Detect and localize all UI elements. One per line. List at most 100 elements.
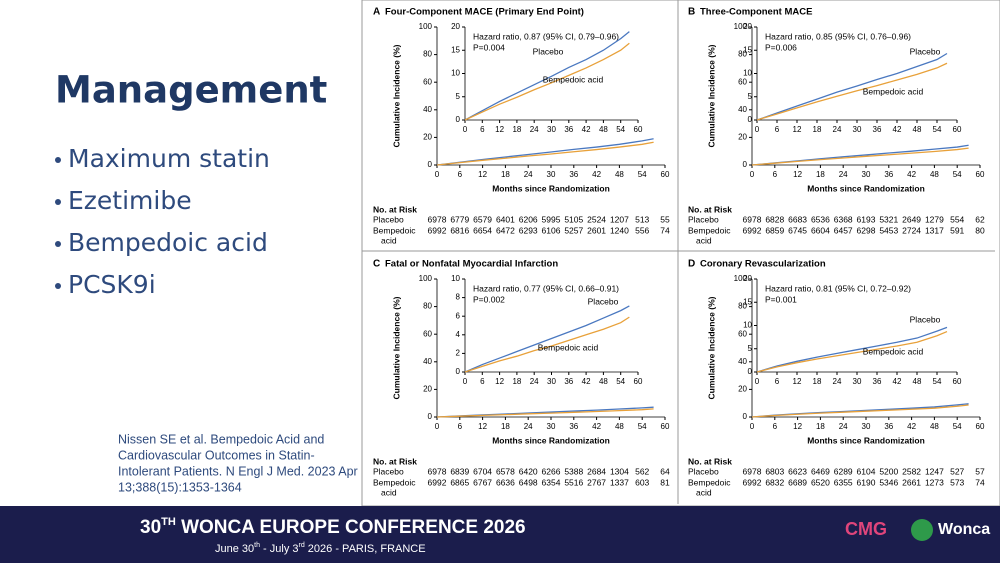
panel-title: Fatal or Nonfatal Myocardial Infarction <box>385 259 558 270</box>
risk-row-label: Bempedoic <box>688 477 731 487</box>
risk-count: 6520 <box>811 477 830 487</box>
inset-y-tick-label: 10 <box>743 321 752 330</box>
curve <box>436 138 654 166</box>
risk-count: 5346 <box>879 477 898 487</box>
x-tick-label: 12 <box>478 422 487 431</box>
inset-x-tick-label: 54 <box>616 377 625 386</box>
risk-count: 6104 <box>857 466 876 476</box>
inset-x-tick-label: 30 <box>853 377 862 386</box>
x-tick-label: 6 <box>773 170 778 179</box>
risk-count: 6992 <box>428 225 447 235</box>
x-tick-label: 30 <box>862 170 871 179</box>
risk-count: 5453 <box>879 225 898 235</box>
inset-curve <box>756 52 948 121</box>
x-tick-label: 18 <box>501 170 510 179</box>
panel-title: Four-Component MACE (Primary End Point) <box>385 7 584 18</box>
x-tick-label: 12 <box>793 170 802 179</box>
y-tick-label: 80 <box>738 50 747 59</box>
inset-y-tick-label: 20 <box>743 22 752 31</box>
risk-count: 6704 <box>473 466 492 476</box>
inset-x-tick-label: 42 <box>893 377 902 386</box>
risk-count: 5105 <box>564 214 583 224</box>
hazard-ratio: Hazard ratio, 0.85 (95% CI, 0.76–0.96) <box>765 31 911 41</box>
y-axis-label: Cumulative Incidence (%) <box>706 44 716 147</box>
x-axis-label: Months since Randomization <box>807 435 925 445</box>
risk-count: 6654 <box>473 225 492 235</box>
risk-header: No. at Risk <box>373 204 417 214</box>
x-tick-label: 42 <box>592 170 601 179</box>
risk-count: 6266 <box>542 466 561 476</box>
inset-x-tick-label: 18 <box>813 125 822 134</box>
inset-y-tick-label: 4 <box>456 330 461 339</box>
date-c: 2026 - PARIS, FRANCE <box>305 543 426 555</box>
risk-count: 513 <box>635 214 649 224</box>
risk-count: 1304 <box>610 466 629 476</box>
logo-wonca: Wonca <box>938 521 990 538</box>
x-tick-label: 42 <box>907 422 916 431</box>
x-tick-label: 0 <box>435 422 440 431</box>
risk-count: 6978 <box>428 466 447 476</box>
risk-count: 6779 <box>450 214 469 224</box>
date-a: June 30 <box>215 543 254 555</box>
inset-x-tick-label: 36 <box>873 125 882 134</box>
inset-x-tick-label: 0 <box>463 125 468 134</box>
inset-x-tick-label: 42 <box>582 125 591 134</box>
inset-y-tick-label: 2 <box>456 349 461 358</box>
inset-y-tick-label: 10 <box>743 69 752 78</box>
x-tick-label: 18 <box>816 422 825 431</box>
x-tick-label: 6 <box>458 422 463 431</box>
figure-frame <box>361 0 1000 507</box>
risk-count: 6298 <box>857 225 876 235</box>
x-tick-label: 0 <box>750 422 755 431</box>
risk-count: 6536 <box>811 214 830 224</box>
inset-curve <box>756 326 948 373</box>
curve <box>436 141 654 166</box>
inset-x-tick-label: 18 <box>813 377 822 386</box>
risk-count: 6289 <box>834 466 853 476</box>
inset-y-tick-label: 6 <box>456 311 461 320</box>
inset-y-tick-label: 15 <box>743 297 752 306</box>
citation: Cardiovascular Outcomes in Statin- <box>118 448 315 462</box>
x-tick-label: 60 <box>976 170 985 179</box>
series-label: Placebo <box>533 46 564 56</box>
bullet: Bempedoic acid <box>68 228 268 257</box>
inset-curve <box>464 31 630 121</box>
x-tick-label: 48 <box>615 422 624 431</box>
risk-count: 6469 <box>811 466 830 476</box>
inset-x-tick-label: 54 <box>933 377 942 386</box>
y-tick-label: 20 <box>423 385 432 394</box>
series-label: Bempedoic acid <box>538 342 599 352</box>
curve <box>436 408 654 418</box>
x-tick-label: 30 <box>547 170 556 179</box>
y-tick-label: 80 <box>738 302 747 311</box>
x-tick-label: 0 <box>435 170 440 179</box>
curve <box>751 147 969 166</box>
p-value: P=0.002 <box>473 294 505 304</box>
inset-curve <box>756 330 948 373</box>
risk-count: 5321 <box>879 214 898 224</box>
risk-count: 562 <box>635 466 649 476</box>
risk-count: 6978 <box>428 214 447 224</box>
x-tick-label: 48 <box>930 170 939 179</box>
x-tick-label: 12 <box>793 422 802 431</box>
p-value: P=0.006 <box>765 42 797 52</box>
risk-count: 6636 <box>496 477 515 487</box>
inset-x-tick-label: 24 <box>833 377 842 386</box>
y-axis-label: Cumulative Incidence (%) <box>391 44 401 147</box>
conf-rest: WONCA EUROPE CONFERENCE 2026 <box>176 517 526 538</box>
inset-curve <box>464 42 630 121</box>
x-tick-label: 48 <box>615 170 624 179</box>
y-tick-label: 20 <box>738 133 747 142</box>
inset-x-tick-label: 18 <box>512 125 521 134</box>
risk-count: 5388 <box>564 466 583 476</box>
bullet-dot <box>55 241 61 247</box>
inset-x-tick-label: 6 <box>480 125 485 134</box>
risk-count: 6828 <box>765 214 784 224</box>
x-tick-label: 18 <box>501 422 510 431</box>
inset-y-tick-label: 20 <box>451 22 460 31</box>
inset-x-tick-label: 60 <box>634 377 643 386</box>
x-tick-label: 12 <box>478 170 487 179</box>
risk-count: 5257 <box>564 225 583 235</box>
risk-count: 80 <box>975 225 985 235</box>
risk-count: 5995 <box>542 214 561 224</box>
